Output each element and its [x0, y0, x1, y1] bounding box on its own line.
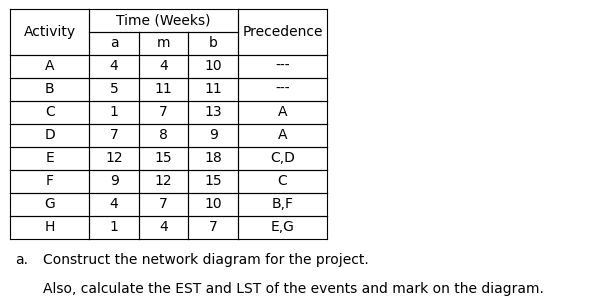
Text: 10: 10 [204, 59, 222, 73]
Text: G: G [44, 197, 55, 211]
Text: 12: 12 [155, 174, 172, 188]
Text: Also, calculate the EST and LST of the events and mark on the diagram.: Also, calculate the EST and LST of the e… [43, 282, 544, 296]
Text: B,F: B,F [272, 197, 294, 211]
Text: 12: 12 [105, 151, 123, 165]
Text: B: B [45, 82, 54, 96]
Text: 4: 4 [159, 59, 168, 73]
Text: 7: 7 [110, 128, 118, 142]
Text: ---: --- [275, 82, 289, 96]
Text: 7: 7 [159, 105, 168, 119]
Text: Construct the network diagram for the project.: Construct the network diagram for the pr… [43, 253, 369, 267]
Text: Precedence: Precedence [242, 25, 323, 39]
Text: 1: 1 [110, 220, 118, 234]
Text: 11: 11 [155, 82, 172, 96]
Text: A: A [45, 59, 54, 73]
Text: A: A [278, 128, 287, 142]
Text: 15: 15 [204, 174, 222, 188]
Text: 9: 9 [209, 128, 218, 142]
Text: 10: 10 [204, 197, 222, 211]
Text: 9: 9 [110, 174, 118, 188]
Text: 4: 4 [110, 59, 118, 73]
Text: C: C [278, 174, 287, 188]
Text: E: E [46, 151, 54, 165]
Text: 18: 18 [204, 151, 222, 165]
Text: 5: 5 [110, 82, 118, 96]
Text: 15: 15 [155, 151, 172, 165]
Text: F: F [46, 174, 54, 188]
Text: m: m [157, 36, 170, 50]
Text: 4: 4 [110, 197, 118, 211]
Text: 4: 4 [159, 220, 168, 234]
Text: E,G: E,G [271, 220, 294, 234]
Text: a: a [110, 36, 118, 50]
Text: Activity: Activity [24, 25, 76, 39]
Text: Time (Weeks): Time (Weeks) [117, 13, 211, 27]
Text: A: A [278, 105, 287, 119]
Text: C: C [45, 105, 54, 119]
Text: 11: 11 [204, 82, 222, 96]
Text: 1: 1 [110, 105, 118, 119]
Text: 7: 7 [209, 220, 217, 234]
Text: 8: 8 [159, 128, 168, 142]
Text: D: D [44, 128, 55, 142]
Text: C,D: C,D [270, 151, 295, 165]
Text: 7: 7 [159, 197, 168, 211]
Text: 13: 13 [204, 105, 222, 119]
Text: ---: --- [275, 59, 289, 73]
Text: b: b [209, 36, 218, 50]
Text: H: H [44, 220, 55, 234]
Text: a.: a. [15, 253, 28, 267]
